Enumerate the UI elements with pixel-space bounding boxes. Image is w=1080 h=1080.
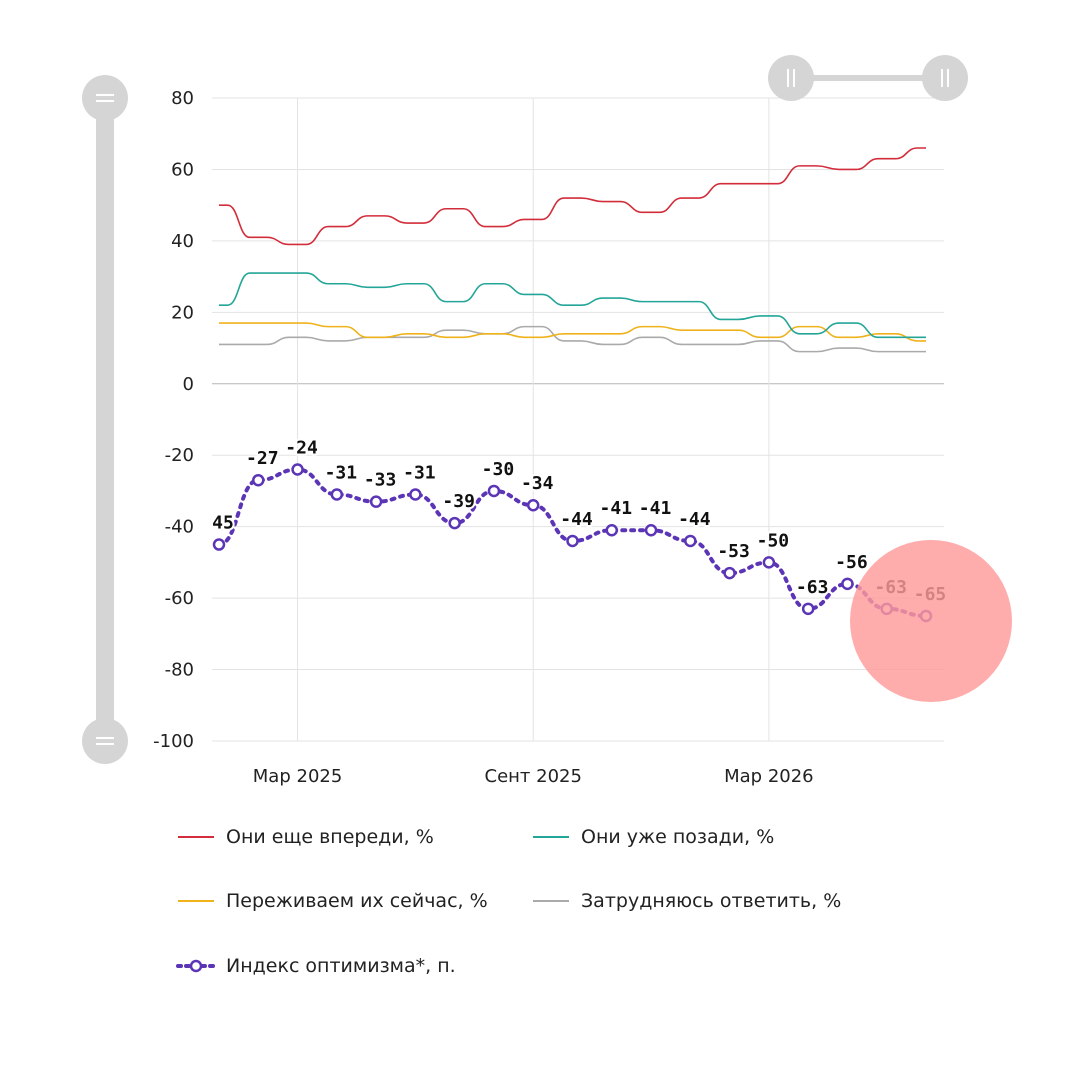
grid (212, 97, 944, 742)
legend-item-behind[interactable]: Они уже позади, % (533, 826, 774, 848)
data-labels: 45 -27 -24 -31 -33 -31 -39 -30 -34 -44 -41 -41 -44 -5… (210, 436, 948, 607)
vertical-slider-top-handle[interactable] (82, 75, 128, 121)
legend-label-behind: Они уже позади, % (581, 826, 775, 848)
x-tick-label: Сент 2025 (485, 766, 582, 787)
horizontal-slider-track[interactable] (790, 75, 945, 81)
series-behind-line (219, 272, 926, 339)
y-tick-label: 40 (171, 231, 194, 252)
optimism-index-data-label: -63 (796, 577, 829, 598)
legend-marker-optimism-icon (176, 959, 216, 973)
optimism-index-point[interactable] (684, 534, 697, 548)
optimism-index-data-label: -53 (717, 541, 750, 562)
optimism-index-data-label: -44 (560, 509, 593, 530)
legend-swatch-now (178, 900, 214, 902)
highlight-circle (850, 540, 1012, 702)
optimism-index-point[interactable] (526, 498, 540, 512)
optimism-index-point[interactable] (291, 463, 304, 476)
y-tick-label: -20 (165, 445, 194, 466)
optimism-index-data-label: 45 (212, 513, 234, 534)
optimism-index-point[interactable] (762, 556, 776, 569)
optimism-index-data-label: -56 (835, 552, 868, 573)
optimism-index-data-label: -41 (600, 498, 633, 519)
optimism-index-point[interactable] (212, 538, 226, 551)
optimism-index-data-label: -30 (482, 459, 515, 480)
y-axis-ticks: 80 60 40 20 0 -20 -40 -60 -80 -100 (153, 88, 194, 752)
y-tick-label: -100 (153, 731, 194, 752)
series-unsure-line (219, 325, 926, 353)
optimism-index-data-label: -31 (403, 463, 436, 484)
series-now-line (219, 322, 926, 342)
y-tick-label: 20 (171, 302, 194, 323)
optimism-index-point[interactable] (409, 488, 422, 501)
y-tick-label: 80 (171, 88, 194, 109)
optimism-index-point[interactable] (487, 484, 501, 498)
vertical-slider-bottom-handle[interactable] (82, 718, 128, 764)
optimism-index-data-label: -33 (364, 470, 397, 491)
legend-swatch-behind (533, 836, 569, 838)
optimism-index-data-label: -44 (678, 509, 711, 530)
optimism-index-point[interactable] (330, 488, 344, 501)
series-ahead-line (219, 147, 926, 246)
y-tick-label: -80 (165, 660, 194, 681)
horizontal-slider-left-handle[interactable] (768, 55, 814, 101)
optimism-index-data-label: -24 (285, 438, 318, 459)
series-layer (212, 147, 933, 623)
optimism-index-point[interactable] (369, 495, 383, 508)
y-tick-label: 60 (171, 159, 194, 180)
horizontal-range-slider[interactable] (768, 55, 968, 101)
legend-swatch-unsure (533, 900, 569, 902)
legend-label-optimism-index: Индекс оптимизма*, п. (226, 955, 456, 977)
legend-label-unsure: Затрудняюсь ответить, % (581, 890, 842, 912)
optimism-index-data-label: -31 (325, 463, 358, 484)
y-tick-label: -40 (165, 517, 194, 538)
legend-label-ahead: Они еще впереди, % (226, 826, 434, 848)
legend-swatch-ahead (178, 836, 214, 838)
vertical-range-slider[interactable] (82, 75, 128, 764)
legend-item-unsure[interactable]: Затрудняюсь ответить, % (533, 890, 841, 912)
optimism-index-point[interactable] (644, 523, 658, 537)
optimism-index-point[interactable] (566, 534, 579, 548)
legend-item-optimism-index[interactable]: Индекс оптимизма*, п. (176, 955, 456, 977)
x-axis-ticks: Мар 2025 Сент 2025 Мар 2026 (253, 766, 814, 787)
y-tick-label: -60 (165, 588, 194, 609)
x-tick-label: Мар 2026 (724, 766, 814, 787)
horizontal-slider-right-handle[interactable] (922, 55, 968, 101)
optimism-index-data-label: -50 (757, 530, 790, 551)
optimism-index-data-label: -34 (521, 473, 554, 494)
optimism-index-point[interactable] (605, 523, 619, 537)
optimism-index-data-label: -41 (639, 498, 672, 519)
optimism-index-data-label: -27 (246, 448, 279, 469)
optimism-index-point[interactable] (723, 566, 736, 580)
legend-item-ahead[interactable]: Они еще впереди, % (178, 826, 434, 848)
optimism-index-point[interactable] (448, 516, 461, 530)
optimism-index-point[interactable] (252, 473, 265, 487)
legend-item-now[interactable]: Переживаем их сейчас, % (178, 890, 488, 912)
optimism-index-data-label: -39 (442, 491, 475, 512)
vertical-slider-track[interactable] (96, 98, 114, 740)
x-tick-label: Мар 2025 (253, 766, 343, 787)
optimism-index-point[interactable] (801, 602, 815, 616)
legend-label-now: Переживаем их сейчас, % (226, 890, 488, 912)
y-tick-label: 0 (183, 374, 194, 395)
optimism-index-point[interactable] (841, 577, 854, 591)
